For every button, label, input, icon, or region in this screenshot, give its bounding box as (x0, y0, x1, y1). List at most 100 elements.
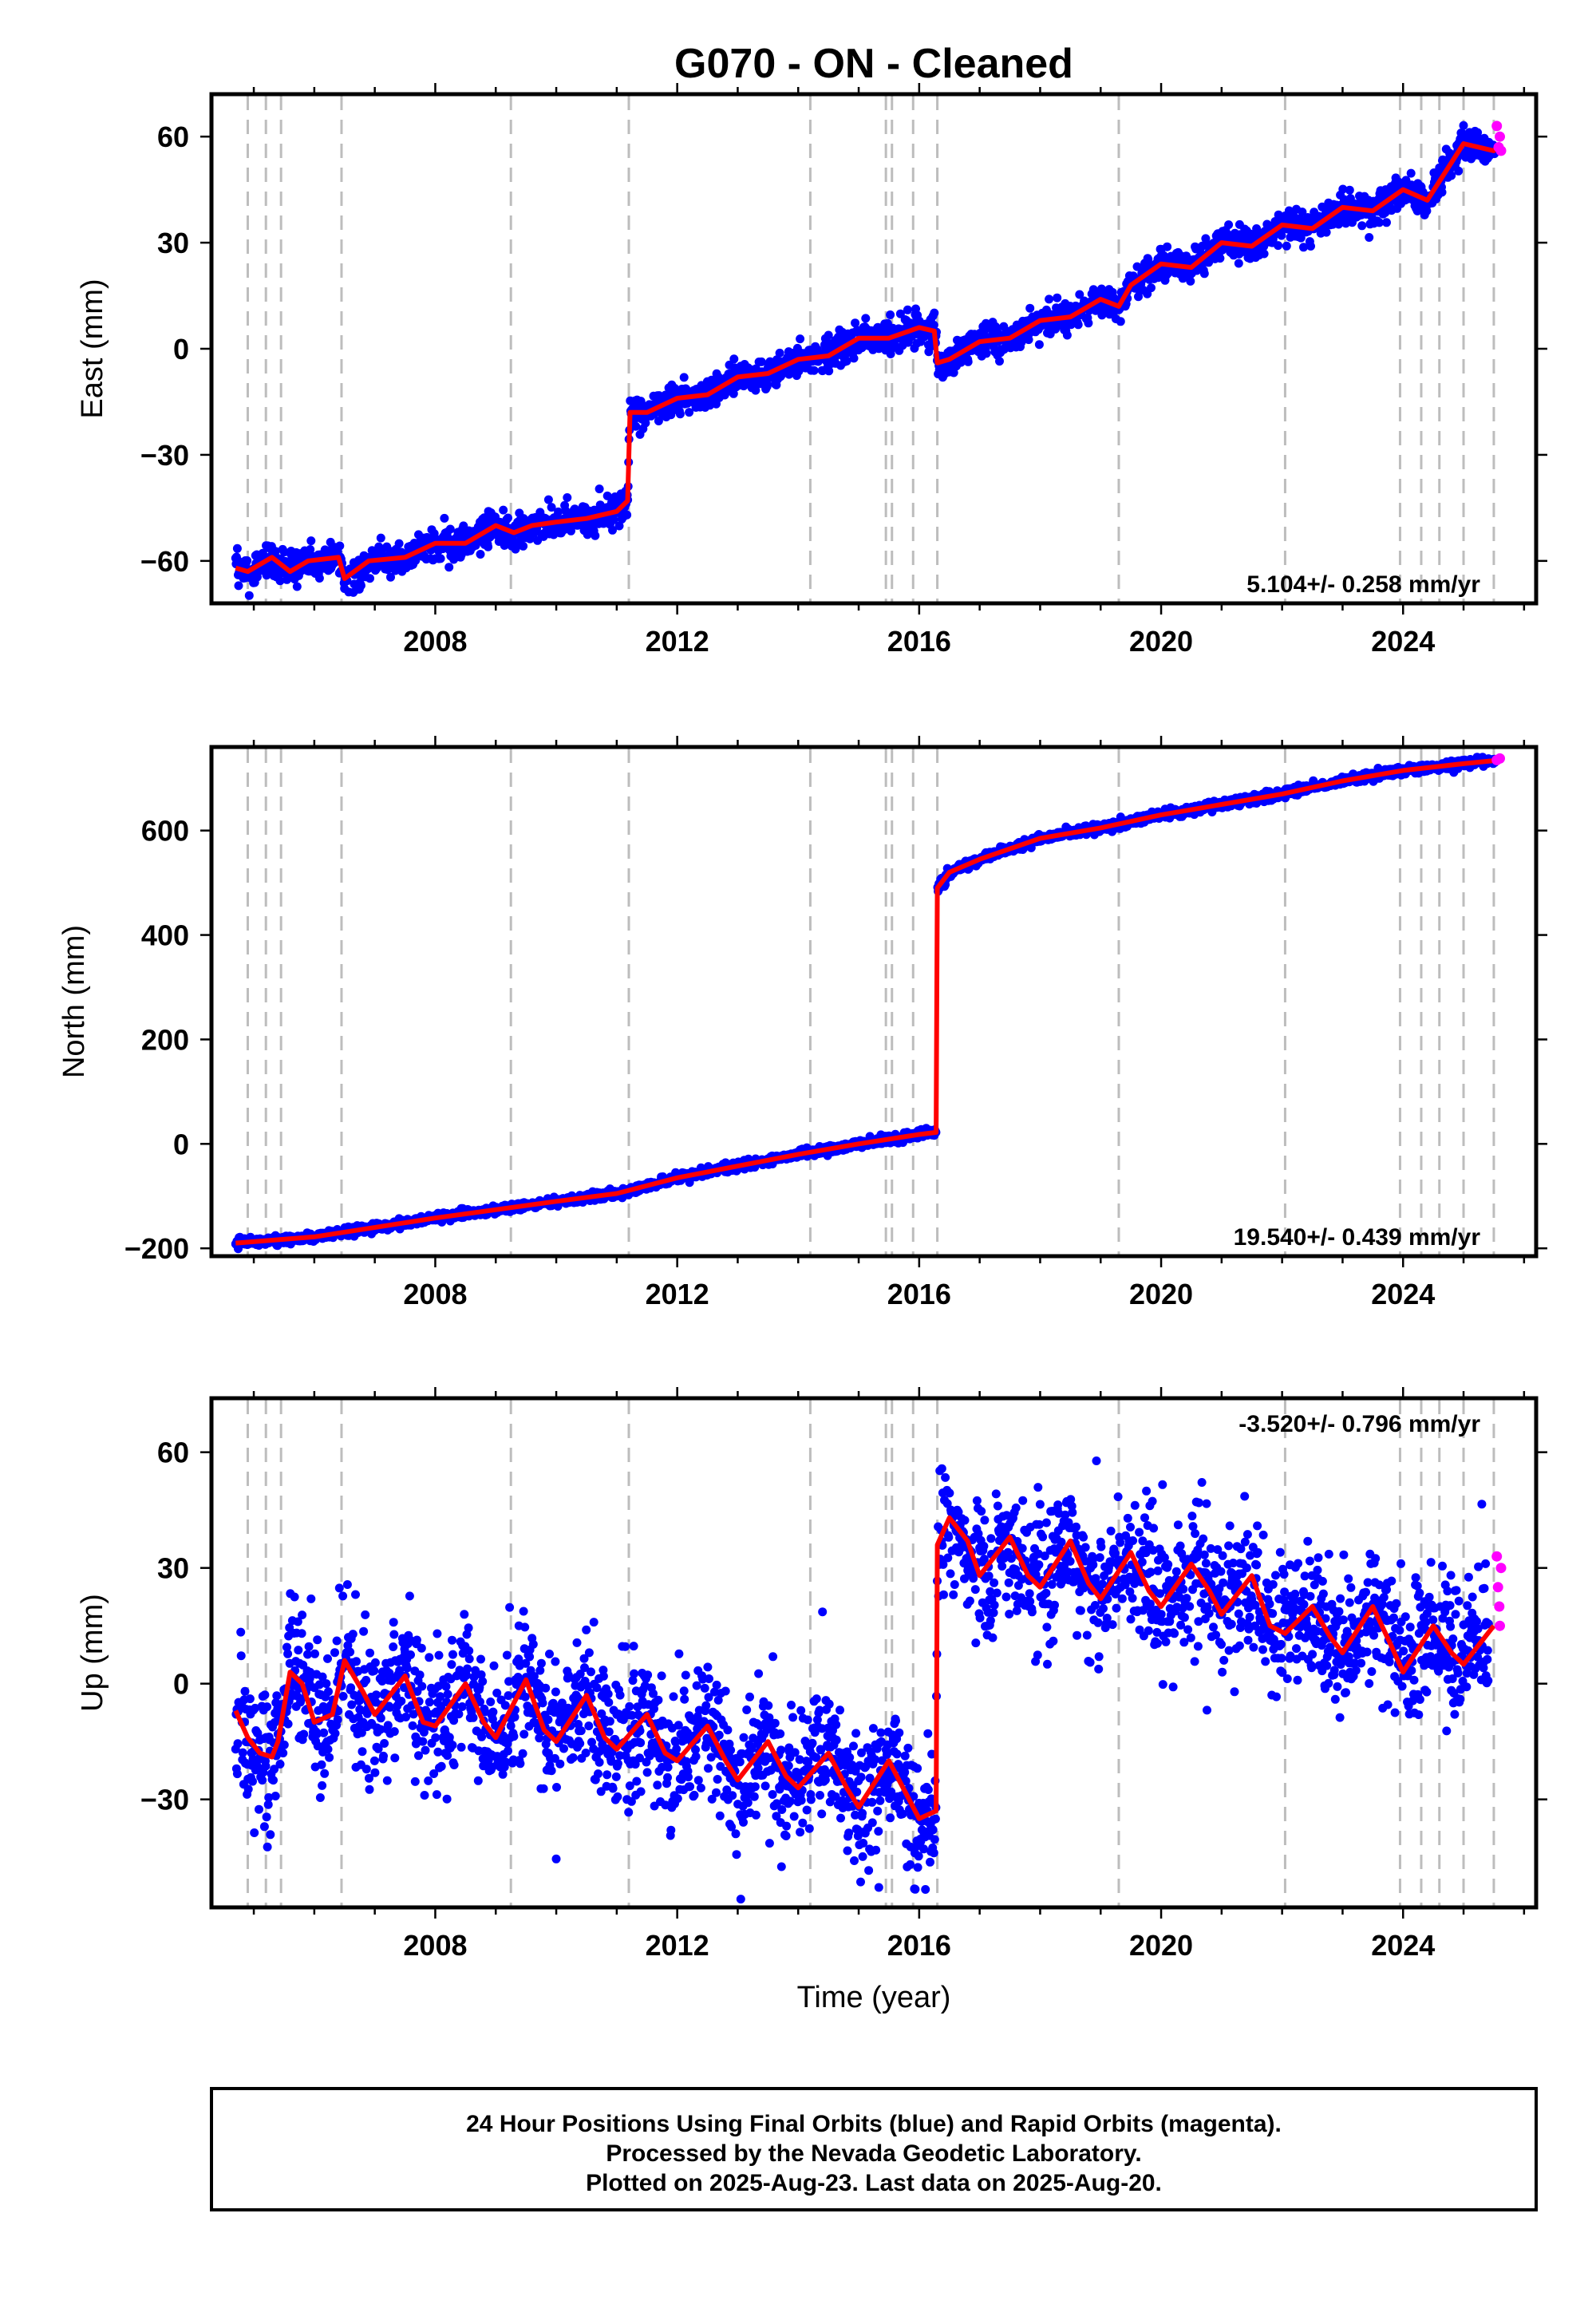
data-point (608, 525, 617, 535)
data-point (1259, 249, 1269, 259)
data-point (1321, 227, 1331, 237)
x-axis: 2008 2012 2016 2020 2024 (252, 83, 1526, 658)
data-point (1186, 276, 1195, 286)
data-point (1234, 259, 1243, 268)
data-point (1134, 292, 1143, 302)
data-point (886, 310, 895, 319)
data-point (444, 563, 454, 572)
data-point (543, 495, 553, 504)
data-point (602, 491, 612, 500)
data-point (243, 556, 252, 565)
data-point (484, 542, 493, 551)
y-tick-label: −60 (140, 545, 189, 578)
data-point (809, 366, 819, 375)
x-tick-label: 2024 (1371, 625, 1435, 658)
data-point (1459, 121, 1468, 130)
data-point (271, 547, 280, 556)
data-point (1062, 330, 1072, 340)
data-point (445, 524, 455, 534)
data-point (1034, 340, 1044, 350)
y-tick-label: 0 (173, 333, 189, 366)
data-point (1199, 269, 1209, 279)
plot-area (211, 747, 1536, 1256)
rapid-point (1491, 121, 1503, 132)
data-point (1045, 294, 1054, 304)
data-point (234, 581, 243, 591)
data-point (1382, 218, 1391, 227)
data-point (436, 554, 445, 563)
data-point (1116, 317, 1125, 326)
data-point (824, 366, 834, 376)
data-point (1298, 207, 1307, 217)
data-point (824, 330, 833, 340)
data-point (751, 385, 760, 395)
data-point (376, 533, 385, 543)
y-tick-label: 60 (157, 121, 189, 153)
data-point (1282, 241, 1291, 251)
y-tick-label: 30 (157, 227, 189, 259)
data-point (849, 354, 859, 363)
data-point (982, 349, 991, 358)
data-point (995, 357, 1004, 366)
rapid-point (1495, 145, 1507, 156)
data-point (1215, 254, 1225, 263)
data-point (930, 308, 939, 318)
data-point (429, 529, 439, 539)
data-point (365, 574, 374, 583)
data-point (563, 493, 572, 502)
data-point (622, 510, 632, 520)
rapid-point (1495, 131, 1505, 142)
data-point (1274, 241, 1283, 251)
data-point (244, 591, 254, 600)
data-point (1073, 320, 1083, 330)
data-point (1406, 168, 1416, 178)
data-point (314, 574, 324, 583)
event-lines (246, 749, 1495, 1255)
y-axis-label: East (mm) (76, 279, 109, 418)
data-point (1024, 335, 1033, 345)
data-point (729, 389, 738, 398)
data-point (292, 582, 302, 591)
data-point (275, 576, 285, 586)
data-point (476, 550, 485, 559)
data-point (1454, 166, 1464, 176)
data-point (851, 318, 860, 328)
data-point (554, 507, 563, 516)
data-point (1447, 171, 1456, 180)
data-point (842, 357, 851, 366)
x-tick-label: 2020 (1129, 625, 1193, 658)
data-point (679, 373, 689, 382)
data-point (794, 366, 804, 376)
data-point (775, 348, 784, 358)
data-point (1053, 293, 1062, 302)
data-point (609, 515, 618, 524)
data-point (504, 513, 512, 523)
data-point (1163, 242, 1172, 251)
data-point (335, 541, 345, 551)
data-point (614, 521, 624, 531)
chart-title: G070 - ON - Cleaned (674, 41, 1073, 87)
data-point (1306, 242, 1315, 251)
data-point (1088, 285, 1098, 294)
data-point (1075, 290, 1084, 299)
data-point (1299, 243, 1308, 252)
data-point (641, 418, 650, 428)
data-point (675, 409, 685, 419)
data-point (929, 320, 938, 330)
data-point (1345, 185, 1354, 195)
data-point (591, 531, 600, 540)
data-point (394, 539, 404, 548)
data-point (861, 314, 871, 323)
data-point (1422, 206, 1432, 215)
data-point (729, 354, 739, 364)
data-point (1375, 218, 1384, 227)
rapid-orbit-points (1491, 121, 1507, 156)
data-point (567, 526, 575, 536)
x-tick-label: 2016 (887, 625, 951, 658)
data-point (1224, 220, 1234, 230)
data-point (595, 484, 604, 494)
